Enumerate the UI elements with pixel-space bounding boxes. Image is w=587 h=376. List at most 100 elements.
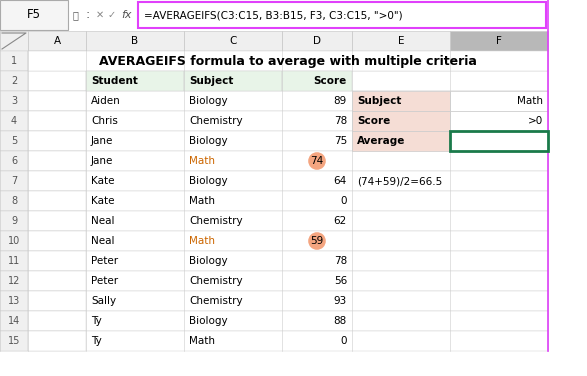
Text: 14: 14 [8, 316, 20, 326]
Text: 78: 78 [334, 256, 347, 266]
Text: Biology: Biology [189, 176, 228, 186]
Text: Chemistry: Chemistry [189, 116, 242, 126]
Text: Jane: Jane [91, 156, 113, 166]
Bar [0, 331, 28, 351]
Bar [0, 91, 28, 111]
Bar [0, 251, 548, 271]
Text: Chris: Chris [91, 116, 118, 126]
Text: Neal: Neal [91, 236, 114, 246]
Text: 0: 0 [340, 336, 347, 346]
Text: Chemistry: Chemistry [189, 296, 242, 306]
Bar [28, 311, 86, 331]
Bar [0, 211, 548, 231]
Bar [28, 131, 86, 151]
Bar [28, 91, 86, 111]
Text: F: F [496, 36, 502, 46]
Text: 62: 62 [334, 216, 347, 226]
Text: ⌵: ⌵ [72, 10, 78, 20]
Text: 0: 0 [340, 196, 347, 206]
Bar [86, 31, 184, 51]
Text: >0: >0 [528, 116, 543, 126]
Bar [28, 171, 86, 191]
Text: Biology: Biology [189, 136, 228, 146]
Text: Ty: Ty [91, 336, 102, 346]
Text: F5: F5 [27, 9, 41, 21]
Text: 10: 10 [8, 236, 20, 246]
Bar [0, 271, 28, 291]
Bar [28, 111, 86, 131]
Text: Subject: Subject [357, 96, 402, 106]
Text: B: B [131, 36, 139, 46]
Text: 3: 3 [11, 96, 17, 106]
Bar [450, 111, 548, 131]
Text: Student: Student [91, 76, 138, 86]
Text: 1: 1 [11, 56, 17, 66]
Bar [282, 71, 352, 91]
Text: Jane: Jane [91, 136, 113, 146]
Text: 8: 8 [11, 196, 17, 206]
Bar [0, 171, 28, 191]
Text: Biology: Biology [189, 256, 228, 266]
Text: E: E [398, 36, 404, 46]
Bar [0, 291, 548, 311]
Bar [352, 31, 450, 51]
Text: Kate: Kate [91, 196, 114, 206]
Text: Math: Math [189, 196, 215, 206]
Text: Score: Score [357, 116, 390, 126]
Text: Math: Math [189, 336, 215, 346]
Text: 75: 75 [334, 136, 347, 146]
Bar [0, 0, 68, 30]
Bar [0, 311, 28, 331]
Text: 88: 88 [334, 316, 347, 326]
Text: Math: Math [517, 96, 543, 106]
Text: Sally: Sally [91, 296, 116, 306]
Bar [28, 31, 86, 51]
Text: Math: Math [189, 156, 215, 166]
Text: ✕: ✕ [96, 10, 104, 20]
Text: 66.5: 66.5 [519, 136, 543, 146]
Bar [450, 131, 548, 151]
Bar [0, 191, 548, 211]
Text: Biology: Biology [189, 96, 228, 106]
Bar [0, 271, 548, 291]
Bar [0, 71, 28, 91]
Bar [0, 151, 28, 171]
Text: Peter: Peter [91, 276, 118, 286]
Text: 89: 89 [334, 96, 347, 106]
Text: 5: 5 [11, 136, 17, 146]
Text: 78: 78 [334, 116, 347, 126]
Text: Math: Math [189, 236, 215, 246]
Bar [0, 31, 28, 51]
Bar [352, 111, 450, 131]
Bar [450, 31, 548, 51]
Text: 11: 11 [8, 256, 20, 266]
Bar [0, 211, 28, 231]
Bar [450, 91, 548, 111]
Text: Biology: Biology [189, 316, 228, 326]
Circle shape [308, 232, 326, 250]
Bar [0, 71, 548, 91]
Bar [0, 251, 28, 271]
Circle shape [308, 152, 326, 170]
Bar [352, 91, 450, 111]
Text: 15: 15 [8, 336, 20, 346]
Bar [28, 71, 86, 91]
Bar [0, 91, 548, 111]
Bar [0, 111, 28, 131]
Bar [0, 111, 548, 131]
Bar [28, 211, 86, 231]
Text: 13: 13 [8, 296, 20, 306]
Text: Neal: Neal [91, 216, 114, 226]
Bar [28, 51, 548, 71]
Text: D: D [313, 36, 321, 46]
Bar [28, 251, 86, 271]
Bar [0, 51, 28, 71]
Bar [0, 331, 548, 351]
Bar [28, 291, 86, 311]
Bar [0, 131, 28, 151]
Text: 74: 74 [311, 156, 323, 166]
Bar [0, 311, 548, 331]
Text: 64: 64 [334, 176, 347, 186]
Bar [0, 231, 548, 251]
Bar [28, 151, 86, 171]
